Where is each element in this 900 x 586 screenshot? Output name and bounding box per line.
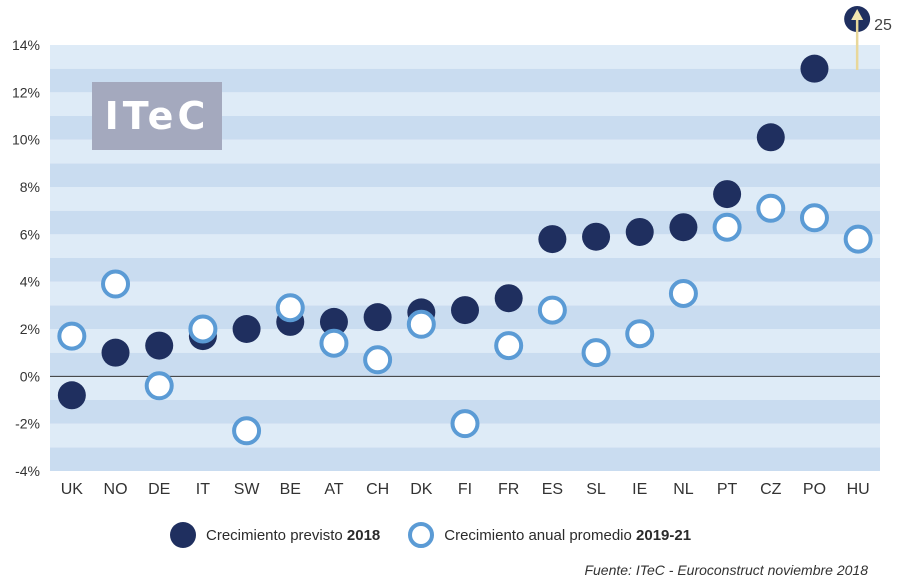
point-2018 [538,225,567,254]
point-2018 [669,213,698,242]
y-tick-label: 0% [20,368,40,384]
point-2019-21 [319,328,349,358]
y-tick-label: 10% [12,132,40,148]
y-tick-label: -2% [15,416,40,432]
x-tick-label: CH [366,481,389,498]
plot-band [50,92,880,116]
point-2019-21 [712,212,742,242]
y-tick-label: 4% [20,274,40,290]
x-tick-label: BE [280,481,301,498]
point-2019-21 [188,314,218,344]
x-tick-label: FI [458,481,472,498]
point-2018 [451,296,479,325]
legend-label-2018: Crecimiento previsto 2018 [206,526,381,544]
plot-band [50,234,880,258]
plot-band [50,163,880,187]
plot-band [50,116,880,140]
legend-hollow-marker [408,522,435,548]
x-tick-label: SW [234,481,261,498]
legend: Crecimiento previsto 2018 Crecimiento an… [170,520,691,550]
y-tick-label: 8% [20,179,40,195]
plot-band [50,210,880,235]
x-tick-label: CZ [760,481,782,498]
y-tick-label: 12% [12,84,40,100]
x-tick-label: PO [803,481,826,498]
logo-text: ITeC [104,94,210,138]
source-note: Fuente: ITeC - Euroconstruct noviembre 2… [584,562,868,578]
y-tick-label: 2% [20,321,40,337]
x-tick-label: SL [586,481,606,498]
point-2018 [625,217,654,246]
x-tick-label: UK [61,481,84,498]
point-2019-21 [275,293,305,323]
point-2019-21 [363,345,393,375]
plot-band [50,447,880,471]
plot-band [50,45,880,69]
point-2019-21 [232,416,262,446]
point-2018 [756,123,785,152]
point-2018 [582,222,611,251]
plot-band [50,139,880,164]
legend-filled-marker [170,522,196,548]
legend-label-2019-21: Crecimiento anual promedio 2019-21 [444,526,692,544]
plot-band [50,376,880,400]
x-tick-label: DE [148,481,170,498]
point-2018 [57,381,86,410]
y-tick-label: 14% [12,37,40,53]
point-2019-21 [101,269,131,299]
offscale-value-label: 25 [874,17,892,34]
y-tick-label: 6% [20,226,40,242]
point-2018 [494,284,523,313]
point-2019-21 [756,193,786,223]
x-tick-label: IE [632,481,647,498]
point-2019-21 [668,279,698,308]
x-tick-label: HU [847,481,870,498]
point-2018 [145,331,174,360]
point-2019-21 [843,224,873,254]
point-2019-21 [581,338,611,368]
x-tick-label: AT [324,481,343,498]
point-2018 [101,338,130,367]
x-tick-label: NO [104,481,128,498]
plot-band [50,352,880,377]
point-2019-21 [57,321,87,351]
offscale-arrowhead [851,9,864,20]
x-tick-label: ES [542,481,563,498]
legend-item-2018: Crecimiento previsto 2018 [170,522,380,548]
plot-band [50,187,880,211]
point-2019-21 [144,371,174,401]
point-2019-21 [625,319,655,349]
x-tick-label: NL [673,481,694,498]
plot-band [50,329,880,353]
plot-band [50,68,880,93]
point-2018 [800,54,829,83]
point-2019-21 [494,331,524,361]
x-tick-label: IT [196,481,210,498]
point-2019-21 [799,203,829,233]
y-tick-label: -4% [15,463,40,479]
x-tick-label: FR [498,481,519,498]
itec-logo: ITeC [92,82,222,150]
point-2018 [363,303,392,332]
point-2019-21 [450,409,480,439]
point-2019-21 [537,295,567,325]
plot-band [50,258,880,282]
x-tick-label: PT [717,481,738,498]
point-2018 [713,180,742,209]
point-2018 [232,315,261,343]
legend-item-2019-21: Crecimiento anual promedio 2019-21 [408,522,691,548]
point-2019-21 [406,309,436,339]
point-2018 [319,307,348,336]
x-tick-label: DK [410,481,433,498]
